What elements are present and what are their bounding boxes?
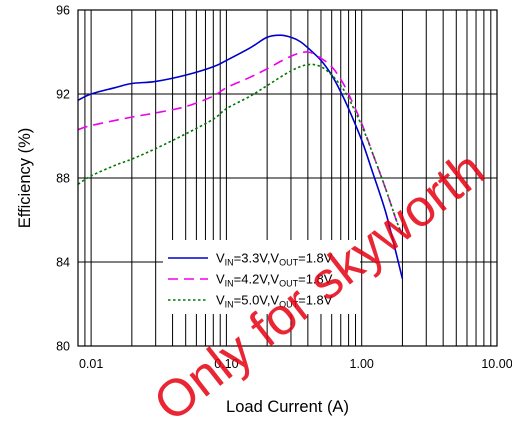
x-axis-title: Load Current (A) — [226, 398, 349, 416]
y-axis-title: Efficiency (%) — [16, 128, 34, 229]
y-tick-label: 96 — [56, 4, 70, 18]
y-tick-labels: 80 84 88 92 96 — [56, 4, 70, 354]
x-tick-labels: 0.01 0.10 1.00 10.00 — [79, 357, 512, 371]
plot-frame — [77, 9, 498, 347]
y-tick-label: 88 — [56, 172, 70, 186]
legend-label-2: VIN=4.2V,VOUT=1.8V — [216, 272, 333, 289]
series-line-1 — [77, 34, 404, 279]
x-tick-label: 0.10 — [214, 357, 238, 371]
x-tick-label: 1.00 — [350, 357, 374, 371]
legend: VIN=3.3V,VOUT=1.8V VIN=4.2V,VOUT=1.8V VIN=… — [163, 240, 360, 314]
y-tick-label: 84 — [56, 256, 70, 270]
series-lines — [77, 34, 404, 279]
y-tick-label: 92 — [56, 88, 70, 102]
x-tick-label: 10.00 — [481, 357, 512, 371]
y-tick-label: 80 — [56, 340, 70, 354]
legend-box — [163, 240, 360, 314]
x-tick-label: 0.01 — [79, 357, 103, 371]
series-line-2 — [77, 51, 404, 236]
legend-label-3: VIN=5.0V,VOUT=1.8V — [216, 293, 333, 310]
legend-label-1: VIN=3.3V,VOUT=1.8V — [216, 251, 333, 268]
series-line-3 — [77, 63, 404, 238]
